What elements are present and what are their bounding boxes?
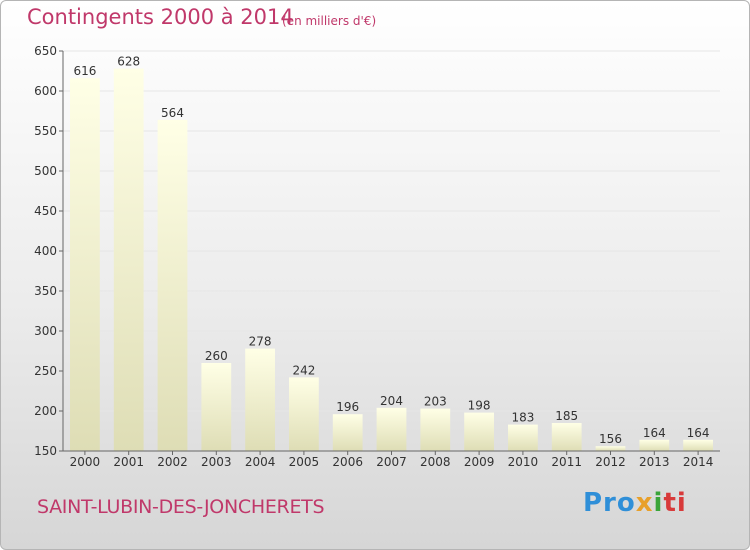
data-label-2008: 203: [424, 395, 447, 409]
x-tick-label-2009: 2009: [464, 455, 495, 469]
y-tick-label: 500: [34, 164, 57, 178]
y-tick-label: 400: [34, 244, 57, 258]
y-tick-label: 250: [34, 364, 57, 378]
data-label-2003: 260: [205, 349, 228, 363]
data-label-2014: 164: [687, 426, 710, 440]
bar-2013: [639, 439, 670, 451]
bar-2007: [376, 407, 407, 451]
logo-part-3: i: [653, 488, 664, 518]
x-tick-label-2010: 2010: [508, 455, 539, 469]
chart-title: Contingents 2000 à 2014: [27, 5, 294, 29]
data-label-2001: 628: [117, 55, 140, 69]
commune-name: SAINT-LUBIN-DES-JONCHERETS: [37, 496, 325, 518]
y-tick-label: 600: [34, 84, 57, 98]
data-label-2002: 564: [161, 106, 184, 120]
bar-2012: [595, 446, 626, 451]
bar-2001: [113, 68, 144, 451]
x-tick-label-2008: 2008: [420, 455, 451, 469]
axes: [59, 50, 720, 455]
logo-part-2: x: [635, 488, 654, 518]
y-tick-label: 550: [34, 124, 57, 138]
bar-2005: [289, 377, 319, 451]
y-tick-label: 450: [34, 204, 57, 218]
bar-2004: [245, 348, 275, 451]
y-tick-label: 350: [34, 284, 57, 298]
x-tick-label-2001: 2001: [113, 455, 144, 469]
data-label-2009: 198: [468, 399, 491, 413]
x-tick-label-2000: 2000: [70, 455, 101, 469]
x-tick-label-2013: 2013: [639, 455, 670, 469]
x-tick-label-2004: 2004: [245, 455, 276, 469]
bar-2011: [551, 423, 582, 451]
x-tick-label-2006: 2006: [332, 455, 363, 469]
data-label-2011: 185: [555, 409, 578, 423]
data-label-2010: 183: [511, 411, 534, 425]
x-tick-label-2005: 2005: [289, 455, 320, 469]
x-tick-label-2014: 2014: [683, 455, 714, 469]
y-tick-label: 650: [34, 44, 57, 58]
bar-2009: [464, 412, 494, 451]
x-tick-label-2012: 2012: [595, 455, 626, 469]
data-label-2012: 156: [599, 432, 622, 446]
x-tick-label-2003: 2003: [201, 455, 232, 469]
y-tick-label: 200: [34, 404, 57, 418]
data-label-2013: 164: [643, 426, 666, 440]
y-tick-labels: 150 200 250 300 350 400 450 500 550 600 650: [34, 44, 57, 458]
logo-part-4: ti: [663, 488, 687, 518]
data-labels: 616 628 564 260 278 242 196 204 203 198 183 185 156 1…: [73, 55, 709, 447]
proxiti-logo[interactable]: Proxiti: [583, 488, 687, 518]
chart-subtitle: (en milliers d'€): [282, 14, 377, 28]
data-label-2000: 616: [73, 64, 96, 78]
data-label-2007: 204: [380, 394, 403, 408]
y-tick-label: 300: [34, 324, 57, 338]
bar-2002: [157, 119, 188, 452]
x-tick-label-2002: 2002: [157, 455, 188, 469]
logo-part-1: Pro: [583, 488, 636, 518]
x-tick-label-2011: 2011: [551, 455, 582, 469]
bar-2014: [683, 439, 713, 451]
bar-2000: [70, 78, 100, 451]
x-tick-labels: 2000 2001 2002 2003 2004 2005 2006 2007 2008 2009…: [70, 455, 714, 469]
bars: [70, 68, 713, 452]
bar-2010: [508, 424, 538, 451]
bar-2003: [201, 363, 232, 451]
data-label-2005: 242: [292, 363, 315, 377]
y-tick-label: 150: [34, 444, 57, 458]
x-tick-label-2007: 2007: [376, 455, 407, 469]
bar-2006: [332, 414, 363, 451]
data-label-2004: 278: [249, 335, 272, 349]
data-label-2006: 196: [336, 400, 359, 414]
bar-2008: [420, 408, 451, 451]
